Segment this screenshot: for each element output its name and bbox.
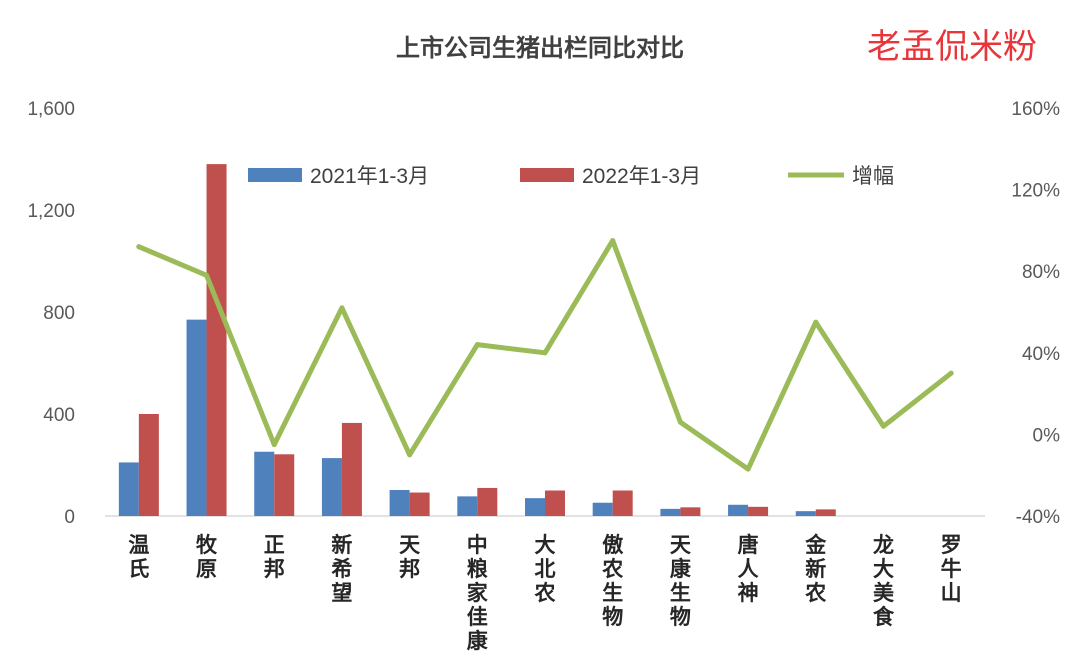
growth-point [610,238,616,244]
bar-2022 [341,422,362,516]
growth-line [136,238,954,472]
category-label: 正邦 [264,533,285,581]
category-label: 天康生物 [670,533,692,629]
category-label: 唐人神 [738,533,759,605]
y-axis-left: 0 400 800 1,200 1,600 [27,99,75,528]
bar-2021 [389,489,410,516]
legend-swatch-2021 [248,168,302,182]
legend-label-2021: 2021年1-3月 [310,165,429,188]
bar-2022 [748,506,769,516]
bar-2022 [138,414,159,516]
bar-2021 [795,511,816,516]
bar-2021 [525,498,545,516]
bar-2022 [612,490,633,516]
category-label: 温氏 [128,533,149,581]
bar-2021 [660,508,681,516]
legend: 2021年1-3月 2022年1-3月 增幅 [248,165,894,188]
y-left-tick-label: 800 [43,303,75,324]
y-right-tick-label: 120% [1011,181,1060,202]
bars [118,164,836,516]
growth-point [271,442,277,448]
category-label: 罗牛山 [941,533,962,605]
growth-point [339,305,345,311]
bar-2022 [815,509,836,516]
y-right-tick-label: -40% [1016,507,1060,528]
y-right-tick-label: 80% [1022,262,1060,283]
growth-point [407,452,413,458]
bar-2022 [477,487,498,516]
category-label: 大北农 [534,533,556,605]
category-label: 牧原 [196,533,218,581]
category-label: 龙大美食 [873,533,895,629]
category-label: 傲农生物 [601,533,624,629]
growth-point [204,272,210,278]
y-right-tick-label: 0% [1033,425,1061,446]
legend-label-2022: 2022年1-3月 [582,165,701,188]
y-right-tick-label: 160% [1011,99,1060,120]
growth-point [948,370,954,376]
category-label: 新希望 [331,533,352,605]
category-label: 天邦 [399,533,421,581]
bar-2022 [274,454,295,516]
bar-2021 [457,496,478,516]
bar-2022 [680,507,701,516]
y-left-tick-label: 0 [64,507,75,528]
growth-point [745,466,751,472]
growth-point [677,419,683,425]
y-left-tick-label: 400 [43,405,75,426]
bar-2021 [254,451,275,516]
bar-2022 [409,492,430,516]
category-label: 中粮家佳康 [467,533,489,653]
growth-point [474,342,480,348]
category-label: 金新农 [804,533,827,605]
growth-point [813,319,819,325]
y-axis-right: -40% 0% 40% 80% 120% 160% [1011,99,1060,528]
watermark: 老孟侃米粉 [867,27,1037,67]
y-left-tick-label: 1,200 [27,201,75,222]
y-left-tick-label: 1,600 [27,99,75,120]
legend-swatch-2022 [520,168,574,182]
growth-point [136,244,142,250]
legend-label-growth: 增幅 [852,165,894,188]
bar-2021 [321,458,342,516]
bar-2022 [545,490,565,516]
bar-2021 [118,462,139,516]
bar-2021 [186,319,207,516]
y-right-tick-label: 40% [1022,344,1060,365]
growth-point [542,350,548,356]
bar-2021 [592,502,613,516]
bar-2021 [728,504,749,516]
chart-title: 上市公司生猪出栏同比对比 [396,34,684,62]
bar-2022 [206,164,227,516]
growth-point [880,423,886,429]
